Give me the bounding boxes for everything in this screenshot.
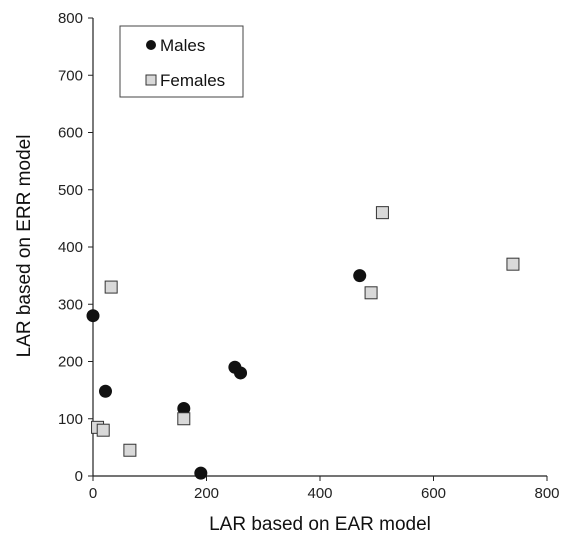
y-tick-label: 500 [58, 182, 83, 199]
female-data-point [177, 412, 191, 426]
female-data-point [104, 280, 118, 294]
legend-marker-males [146, 40, 156, 50]
legend-marker-females [145, 74, 157, 86]
male-data-point [86, 309, 100, 323]
y-tick-label: 400 [58, 239, 83, 256]
x-tick-label: 200 [194, 485, 219, 502]
male-data-point [353, 269, 367, 283]
y-axis-title: LAR based on ERR model [14, 135, 35, 358]
y-tick-label: 800 [58, 10, 83, 27]
y-tick-label: 600 [58, 125, 83, 142]
x-tick-label: 600 [421, 485, 446, 502]
legend-label-males: Males [160, 36, 205, 55]
female-data-point [506, 257, 520, 271]
y-tick-label: 200 [58, 354, 83, 371]
x-tick-label: 0 [89, 485, 97, 502]
male-data-point [194, 466, 208, 480]
female-data-point [96, 423, 110, 437]
male-data-point [234, 366, 248, 380]
male-data-point [98, 384, 112, 398]
y-tick-label: 300 [58, 296, 83, 313]
y-tick-label: 0 [75, 468, 83, 485]
y-tick-label: 100 [58, 411, 83, 428]
data-points [86, 206, 520, 480]
legend-box [119, 25, 244, 98]
legend-label-females: Females [160, 71, 225, 90]
male-data-point [177, 401, 191, 415]
x-tick-label: 800 [534, 485, 559, 502]
x-axis-title: LAR based on EAR model [209, 514, 431, 535]
legend: Males Females [119, 25, 244, 98]
x-tick-label: 400 [307, 485, 332, 502]
female-data-point [123, 443, 137, 457]
female-data-point [364, 286, 378, 300]
axes: 0 200 400 600 800 0 100 200 300 400 500 600 700 800 [58, 10, 560, 502]
female-data-point [375, 206, 389, 220]
y-tick-label: 700 [58, 67, 83, 84]
